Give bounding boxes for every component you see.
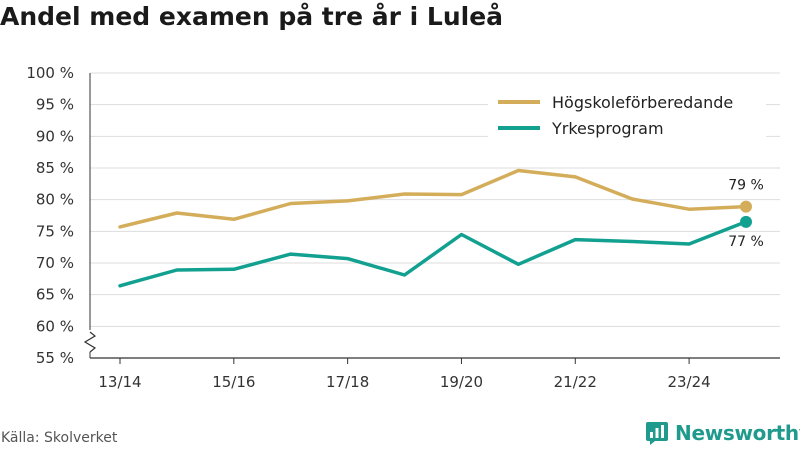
end-value-label: 77 %	[728, 234, 764, 250]
y-tick-label: 80 %	[36, 191, 74, 209]
x-axis-ticks: 13/14 15/16 17/18 19/20 21/22 23/24	[98, 358, 711, 391]
legend-label: Yrkesprogram	[551, 119, 664, 138]
y-tick-label: 65 %	[36, 286, 74, 304]
brand-logo: Newsworthy	[645, 420, 800, 446]
y-tick-label: 70 %	[36, 254, 74, 272]
y-tick-label: 75 %	[36, 222, 74, 240]
source-note: Källa: Skolverket	[1, 430, 118, 446]
series-lines: 79 % 77 %	[118, 168, 764, 288]
axis-break-mark	[83, 331, 97, 353]
series-end-marker	[740, 215, 752, 228]
x-tick-label: 21/22	[554, 373, 597, 391]
series-line	[118, 220, 748, 288]
x-tick-label: 23/24	[667, 373, 710, 391]
x-tick-label: 13/14	[98, 373, 141, 391]
chart-title: Andel med examen på tre år i Luleå	[0, 2, 504, 31]
y-tick-label: 90 %	[36, 127, 74, 145]
x-tick-label: 17/18	[326, 373, 369, 391]
end-value-label: 79 %	[728, 178, 764, 194]
legend-background	[488, 86, 766, 146]
x-tick-label: 15/16	[212, 373, 255, 391]
series-end-marker	[740, 200, 752, 213]
legend: Högskoleförberedande Yrkesprogram	[488, 86, 766, 146]
brand-name: Newsworthy	[675, 421, 800, 445]
y-tick-label: 85 %	[36, 159, 74, 177]
newsworthy-logo-icon	[646, 422, 668, 445]
y-tick-label: 55 %	[36, 349, 74, 367]
x-tick-label: 19/20	[440, 373, 483, 391]
y-axis-ticks: 55 % 60 % 65 % 70 % 75 % 80 % 85 % 90 % 95 % 100 …	[26, 64, 74, 367]
series-line	[118, 168, 748, 229]
axes	[83, 73, 780, 359]
y-tick-label: 95 %	[36, 96, 74, 114]
legend-label: Högskoleförberedande	[552, 93, 733, 112]
y-tick-label: 100 %	[26, 64, 74, 82]
y-tick-label: 60 %	[36, 317, 74, 335]
